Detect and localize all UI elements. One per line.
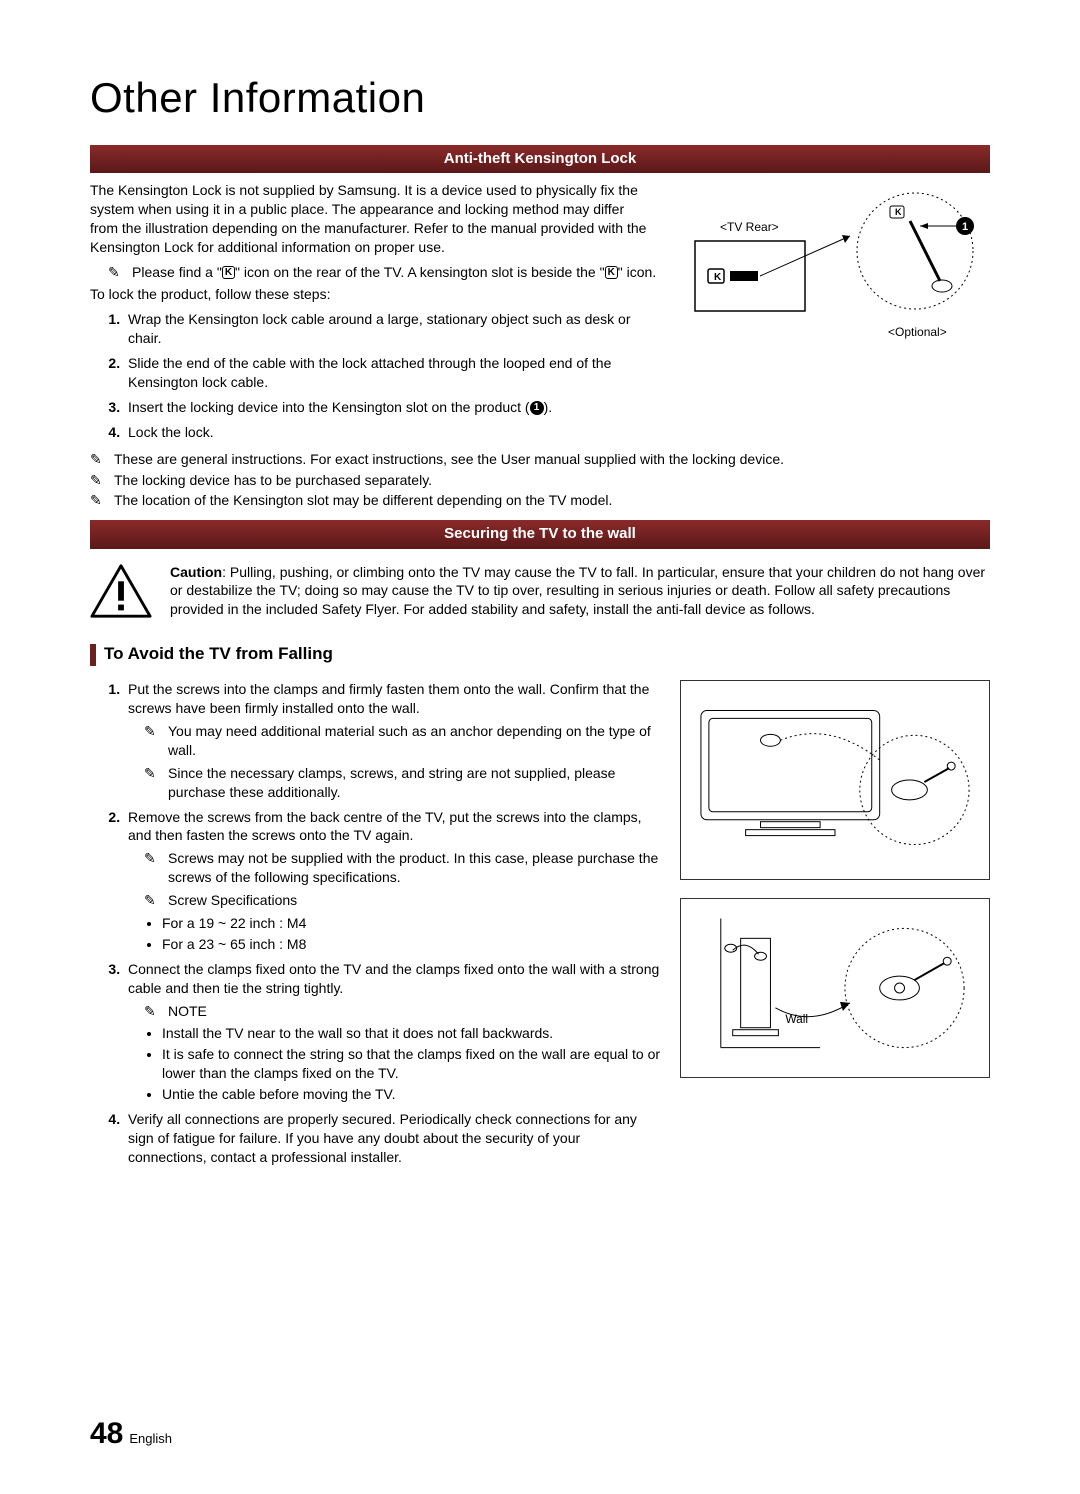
step-1: Wrap the Kensington lock cable around a … (124, 310, 644, 348)
screw-specs: For a 19 ~ 22 inch : M4 For a 23 ~ 65 in… (128, 914, 662, 954)
wall-mount-figure: Wall (680, 898, 990, 1078)
avoid-step-4: Verify all connections are properly secu… (124, 1110, 662, 1167)
kensington-k-icon-2: K (605, 266, 618, 279)
page-title: Other Information (90, 70, 990, 127)
step3-end: ). (544, 399, 553, 415)
spec-1: For a 19 ~ 22 inch : M4 (162, 914, 662, 933)
avoid-step1-text: Put the screws into the clamps and firml… (128, 681, 649, 716)
page-language: English (129, 1430, 172, 1448)
gen-note-3: ✎ The location of the Kensington slot ma… (90, 491, 990, 510)
subsection-bar (90, 644, 96, 666)
gen-note-1-text: These are general instructions. For exac… (114, 450, 784, 469)
note-icon: ✎ (144, 1002, 162, 1021)
caution-box: Caution: Pulling, pushing, or climbing o… (90, 563, 990, 626)
kensington-steps: Wrap the Kensington lock cable around a … (90, 310, 670, 441)
note-icon: ✎ (144, 891, 162, 910)
avoid-row: Put the screws into the clamps and firml… (90, 680, 990, 1172)
svg-text:<Optional>: <Optional> (888, 325, 947, 339)
spec-2: For a 23 ~ 65 inch : M8 (162, 935, 662, 954)
caution-text: Caution: Pulling, pushing, or climbing o… (170, 563, 990, 620)
circle-1-icon: 1 (530, 401, 544, 415)
note1-end: " icon. (618, 264, 656, 280)
page-footer: 48 English (90, 1414, 172, 1455)
note1-pre: Please find a " (132, 264, 222, 280)
kensington-text: The Kensington Lock is not supplied by S… (90, 181, 670, 448)
kensington-figure: K <TV Rear> K 1 <Optional> (690, 181, 990, 448)
note-icon: ✎ (144, 764, 162, 802)
s1-note2: Since the necessary clamps, screws, and … (168, 764, 662, 802)
svg-text:Wall: Wall (785, 1012, 808, 1026)
section-header-kensington: Anti-theft Kensington Lock (90, 145, 990, 173)
avoid-steps: Put the screws into the clamps and firml… (90, 680, 662, 1166)
lock-intro: To lock the product, follow these steps: (90, 285, 670, 304)
subsection-title: To Avoid the TV from Falling (104, 643, 333, 666)
wall-mount-diagram: Wall (691, 908, 979, 1068)
caution-label: Caution (170, 564, 222, 580)
note-icon: ✎ (90, 450, 108, 469)
caution-body: : Pulling, pushing, or climbing onto the… (170, 564, 985, 618)
kensington-note1: Please find a "K" icon on the rear of th… (132, 263, 656, 282)
note-icon: ✎ (90, 471, 108, 490)
s2-note1: Screws may not be supplied with the prod… (168, 849, 662, 887)
step3-bullets: Install the TV near to the wall so that … (128, 1024, 662, 1104)
step-3: Insert the locking device into the Kensi… (124, 398, 670, 417)
avoid-step3-text: Connect the clamps fixed onto the TV and… (128, 961, 659, 996)
avoid-figures: Wall (680, 680, 990, 1172)
step-4: Lock the lock. (124, 423, 670, 442)
kensington-k-icon: K (222, 266, 235, 279)
s2-note2: Screw Specifications (168, 891, 297, 910)
section-header-securing: Securing the TV to the wall (90, 520, 990, 548)
avoid-step-1: Put the screws into the clamps and firml… (124, 680, 662, 801)
kensington-intro: The Kensington Lock is not supplied by S… (90, 181, 650, 257)
avoid-step-2: Remove the screws from the back centre o… (124, 808, 662, 954)
s3-b1: Install the TV near to the wall so that … (162, 1024, 662, 1043)
gen-note-3-text: The location of the Kensington slot may … (114, 491, 612, 510)
svg-text:1: 1 (962, 221, 968, 233)
gen-note-2: ✎ The locking device has to be purchased… (90, 471, 990, 490)
kensington-note-icon-line: ✎ Please find a "K" icon on the rear of … (108, 263, 670, 282)
tv-clamp-diagram (691, 690, 979, 870)
svg-text:K: K (895, 207, 902, 217)
note-icon: ✎ (108, 263, 126, 282)
avoid-left: Put the screws into the clamps and firml… (90, 680, 662, 1172)
note-label: NOTE (168, 1002, 207, 1021)
gen-note-2-text: The locking device has to be purchased s… (114, 471, 432, 490)
s3-b3: Untie the cable before moving the TV. (162, 1085, 662, 1104)
note-icon: ✎ (144, 849, 162, 887)
warning-icon (90, 563, 152, 619)
note-icon: ✎ (144, 722, 162, 760)
s1-note1: You may need additional material such as… (168, 722, 662, 760)
tv-clamp-figure (680, 680, 990, 880)
subsection-avoid-falling: To Avoid the TV from Falling (90, 643, 990, 666)
svg-text:K: K (714, 272, 722, 283)
avoid-step-3: Connect the clamps fixed onto the TV and… (124, 960, 662, 1104)
avoid-step2-text: Remove the screws from the back centre o… (128, 809, 642, 844)
kensington-diagram: K <TV Rear> K 1 <Optional> (690, 181, 990, 361)
step-2: Slide the end of the cable with the lock… (124, 354, 644, 392)
gen-note-1: ✎ These are general instructions. For ex… (90, 450, 990, 469)
note1-post: " icon on the rear of the TV. A kensingt… (235, 264, 605, 280)
page-number: 48 (90, 1414, 123, 1455)
tv-rear-label: <TV Rear> (720, 220, 779, 234)
kensington-row: The Kensington Lock is not supplied by S… (90, 181, 990, 448)
note-icon: ✎ (90, 491, 108, 510)
step3-text: Insert the locking device into the Kensi… (128, 399, 530, 415)
s3-b2: It is safe to connect the string so that… (162, 1045, 662, 1083)
